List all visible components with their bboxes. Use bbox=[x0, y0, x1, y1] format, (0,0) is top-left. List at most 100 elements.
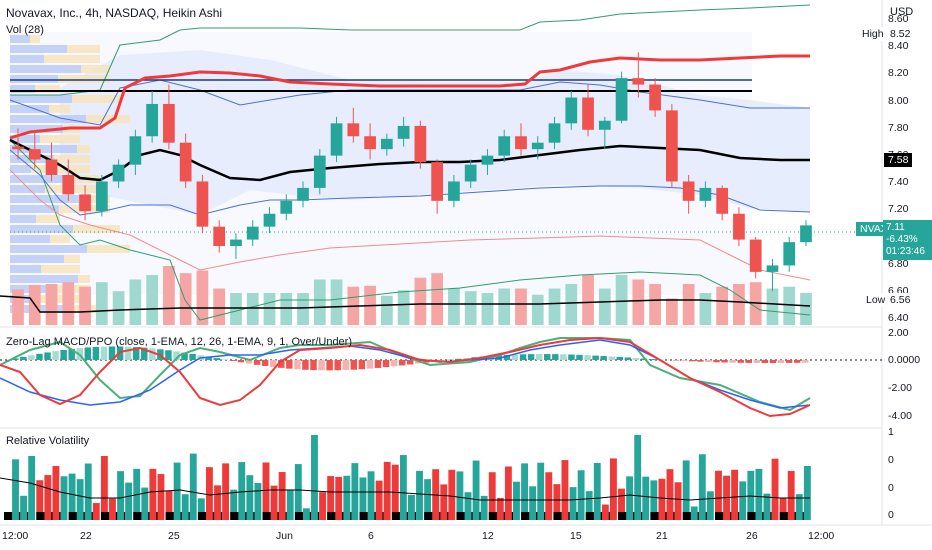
currency-label: USD bbox=[890, 6, 914, 18]
volume-bar bbox=[515, 288, 527, 325]
volatility-bar bbox=[634, 435, 642, 520]
volatility-bar bbox=[618, 488, 625, 520]
volatility-bar bbox=[12, 459, 19, 520]
macd-tick: -2.00 bbox=[888, 382, 912, 394]
macd-bar bbox=[761, 360, 769, 364]
volume-bar bbox=[414, 277, 427, 325]
candle bbox=[146, 91, 158, 143]
volume-bar bbox=[163, 266, 175, 325]
candle bbox=[800, 220, 812, 247]
macd-bar bbox=[729, 360, 736, 363]
low-label: Low bbox=[862, 293, 890, 307]
macd-tick: 0.0000 bbox=[888, 354, 921, 366]
volume-bar bbox=[330, 279, 343, 325]
macd-bar bbox=[141, 347, 148, 360]
volume-profile-bar bbox=[10, 75, 58, 83]
time-label: Jun bbox=[276, 530, 293, 542]
volatility-title[interactable]: Relative Volatility bbox=[6, 435, 90, 447]
macd-bar bbox=[648, 359, 656, 360]
volatility-bar bbox=[383, 461, 391, 520]
candle bbox=[733, 207, 745, 247]
macd-bar bbox=[721, 360, 728, 363]
candle bbox=[498, 129, 511, 163]
volatility-bar bbox=[698, 454, 706, 520]
macd-bar bbox=[100, 346, 108, 360]
volume-profile-bar bbox=[77, 145, 90, 153]
macd-bar bbox=[149, 348, 156, 360]
time-label: 12:00 bbox=[2, 530, 29, 542]
volatility-bar bbox=[68, 473, 76, 520]
volatility-bar bbox=[682, 460, 690, 520]
volume-profile-bar bbox=[10, 115, 86, 123]
candle bbox=[246, 220, 259, 247]
candle bbox=[615, 71, 628, 124]
volume-profile-bar bbox=[10, 135, 40, 143]
volume-bar bbox=[733, 284, 745, 325]
volatility-bar bbox=[545, 472, 553, 520]
volume-profile-bar bbox=[40, 135, 80, 143]
volatility-bar bbox=[440, 484, 448, 520]
macd-bar bbox=[584, 355, 591, 360]
macd-bar bbox=[713, 360, 720, 363]
price-tick: 6.40 bbox=[888, 312, 909, 325]
macd-bar bbox=[527, 354, 535, 360]
time-label: 12:00 bbox=[808, 530, 835, 542]
macd-bar bbox=[12, 358, 19, 360]
volatility-bar bbox=[650, 480, 658, 520]
volatility-bar bbox=[593, 463, 601, 520]
candle bbox=[230, 233, 242, 259]
volatility-bar bbox=[254, 483, 262, 520]
volume-profile-bar bbox=[54, 155, 90, 163]
volatility-bar bbox=[238, 462, 246, 520]
time-label: 12 bbox=[482, 530, 494, 542]
volatility-bar bbox=[157, 474, 165, 520]
volatility-bar bbox=[674, 482, 682, 520]
volume-profile-bar bbox=[86, 115, 130, 123]
volatility-bar bbox=[36, 480, 44, 520]
macd-bar bbox=[697, 360, 704, 362]
volatility-bar bbox=[165, 490, 173, 520]
candle bbox=[431, 159, 444, 214]
volume-bar bbox=[263, 293, 276, 325]
candle bbox=[12, 128, 24, 160]
candles bbox=[12, 52, 812, 292]
macd-bar bbox=[398, 360, 406, 366]
volume-profile-bar bbox=[10, 165, 31, 173]
macd-bar bbox=[705, 360, 712, 362]
candle bbox=[313, 149, 326, 195]
volatility-bar bbox=[529, 486, 537, 520]
candle bbox=[749, 237, 762, 279]
volume-bar bbox=[146, 275, 158, 325]
macd-bar bbox=[326, 360, 333, 371]
time-label: 6 bbox=[368, 530, 374, 542]
volume-bars bbox=[12, 266, 812, 325]
volume-bar bbox=[766, 288, 779, 325]
volatility-bar bbox=[20, 495, 28, 520]
volume-indicator-label[interactable]: Vol (28) bbox=[6, 24, 44, 36]
volume-bar bbox=[196, 270, 209, 325]
macd-bar bbox=[769, 360, 777, 364]
volume-profile-bar bbox=[30, 35, 40, 43]
volume-profile-bar bbox=[10, 265, 41, 273]
signal-line-red bbox=[0, 336, 811, 418]
candle bbox=[548, 116, 561, 150]
volume-bar bbox=[598, 288, 611, 325]
macd-bar bbox=[318, 360, 325, 371]
volume-profile-bar bbox=[58, 75, 110, 83]
volatility-bar bbox=[456, 471, 464, 520]
volatility-bar bbox=[755, 468, 763, 520]
last-price: 7.11 bbox=[886, 222, 905, 233]
macd-bar bbox=[624, 357, 632, 360]
candle bbox=[682, 175, 695, 214]
volume-profile-bar bbox=[81, 65, 110, 73]
volume-profile-bar bbox=[10, 125, 63, 133]
macd-bar bbox=[181, 352, 188, 360]
volatility-bar bbox=[585, 491, 593, 520]
macd-title[interactable]: Zero-Lag MACD/PPO (close, 1-EMA, 12, 26,… bbox=[6, 336, 353, 348]
time-label: 21 bbox=[656, 530, 668, 542]
volume-bar bbox=[280, 293, 293, 325]
macd-bar bbox=[213, 358, 221, 360]
macd-bar bbox=[576, 354, 583, 360]
volume-bar bbox=[79, 286, 91, 325]
